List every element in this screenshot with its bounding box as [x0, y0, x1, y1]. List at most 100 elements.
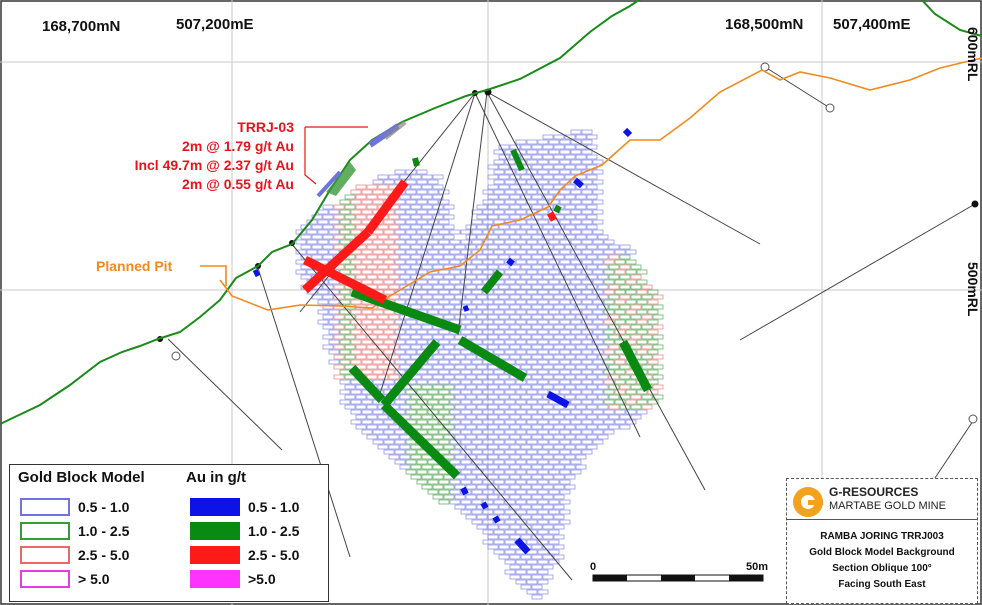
block-cell [603, 259, 615, 265]
block-cell [460, 479, 472, 485]
block-cell [366, 404, 378, 410]
block-cell [421, 264, 433, 270]
block-cell [520, 264, 532, 270]
block-cell [460, 369, 472, 375]
block-cell [399, 244, 411, 250]
block-cell [531, 264, 543, 270]
block-cell [520, 254, 532, 260]
block-cell [520, 204, 532, 210]
block-cell [328, 209, 340, 215]
block-cell [581, 279, 593, 285]
block-cell [372, 239, 384, 245]
block-cell [339, 209, 351, 215]
block-cell [652, 364, 664, 370]
block-cell [487, 494, 499, 500]
block-cell [553, 234, 565, 240]
block-cell [559, 479, 571, 485]
block-cell [509, 324, 521, 330]
block-cell [509, 524, 521, 530]
block-cell [350, 269, 362, 275]
block-cell [559, 299, 571, 305]
block-cell [542, 544, 554, 550]
block-cell [306, 249, 318, 255]
block-cell [542, 204, 554, 210]
block-cell [372, 359, 384, 365]
block-cell [531, 294, 543, 300]
block-cell [449, 489, 461, 495]
block-cell [443, 244, 455, 250]
block-cell [410, 194, 422, 200]
block-cell [350, 219, 362, 225]
block-cell [416, 329, 428, 335]
block-cell [647, 339, 659, 345]
block-cell [570, 419, 582, 425]
block-cell [388, 374, 400, 380]
block-cell [520, 474, 532, 480]
block-cell [542, 364, 554, 370]
block-cell [388, 274, 400, 280]
block-cell [465, 274, 477, 280]
block-cell [619, 374, 631, 380]
block-cell [542, 134, 554, 140]
block-cell [476, 404, 488, 410]
block-cell [399, 354, 411, 360]
block-cell [597, 244, 609, 250]
block-cell [537, 539, 549, 545]
block-cell [394, 209, 406, 215]
block-cell [509, 404, 521, 410]
block-cell [482, 409, 494, 415]
block-cell [559, 239, 571, 245]
block-cell [339, 379, 351, 385]
block-cell [476, 264, 488, 270]
block-cell [520, 494, 532, 500]
block-cell [438, 399, 450, 405]
block-cell [344, 344, 356, 350]
block-cell [581, 259, 593, 265]
block-cell [498, 354, 510, 360]
block-cell [575, 384, 587, 390]
block-cell [581, 359, 593, 365]
block-cell [410, 454, 422, 460]
block-cell [471, 259, 483, 265]
block-cell [465, 234, 477, 240]
block-cell [405, 249, 417, 255]
block-cell [619, 424, 631, 430]
legend-au-label: 1.0 - 2.5 [248, 523, 300, 539]
block-cell [355, 344, 367, 350]
block-cell [531, 434, 543, 440]
block-cell [471, 269, 483, 275]
block-cell [504, 269, 516, 275]
block-cell [597, 404, 609, 410]
block-cell [652, 334, 664, 340]
block-cell [581, 349, 593, 355]
block-cell [608, 404, 620, 410]
block-cell [460, 429, 472, 435]
block-cell [526, 349, 538, 355]
block-cell [421, 214, 433, 220]
block-cell [460, 469, 472, 475]
easting-label-left: 507,200mE [176, 16, 254, 33]
block-cell [531, 324, 543, 330]
block-cell [504, 469, 516, 475]
block-cell [559, 389, 571, 395]
block-cell [520, 184, 532, 190]
block-cell [564, 474, 576, 480]
block-cell [487, 334, 499, 340]
block-cell [509, 434, 521, 440]
block-cell [570, 449, 582, 455]
block-cell [564, 244, 576, 250]
block-cell [581, 219, 593, 225]
block-cell [553, 484, 565, 490]
block-cell [410, 264, 422, 270]
block-cell [504, 249, 516, 255]
block-cell [339, 399, 351, 405]
block-cell [355, 224, 367, 230]
block-cell [559, 139, 571, 145]
block-cell [344, 324, 356, 330]
block-cell [553, 284, 565, 290]
block-cell [394, 359, 406, 365]
block-cell [520, 214, 532, 220]
block-cell [399, 404, 411, 410]
block-cell [581, 309, 593, 315]
block-cell [498, 394, 510, 400]
